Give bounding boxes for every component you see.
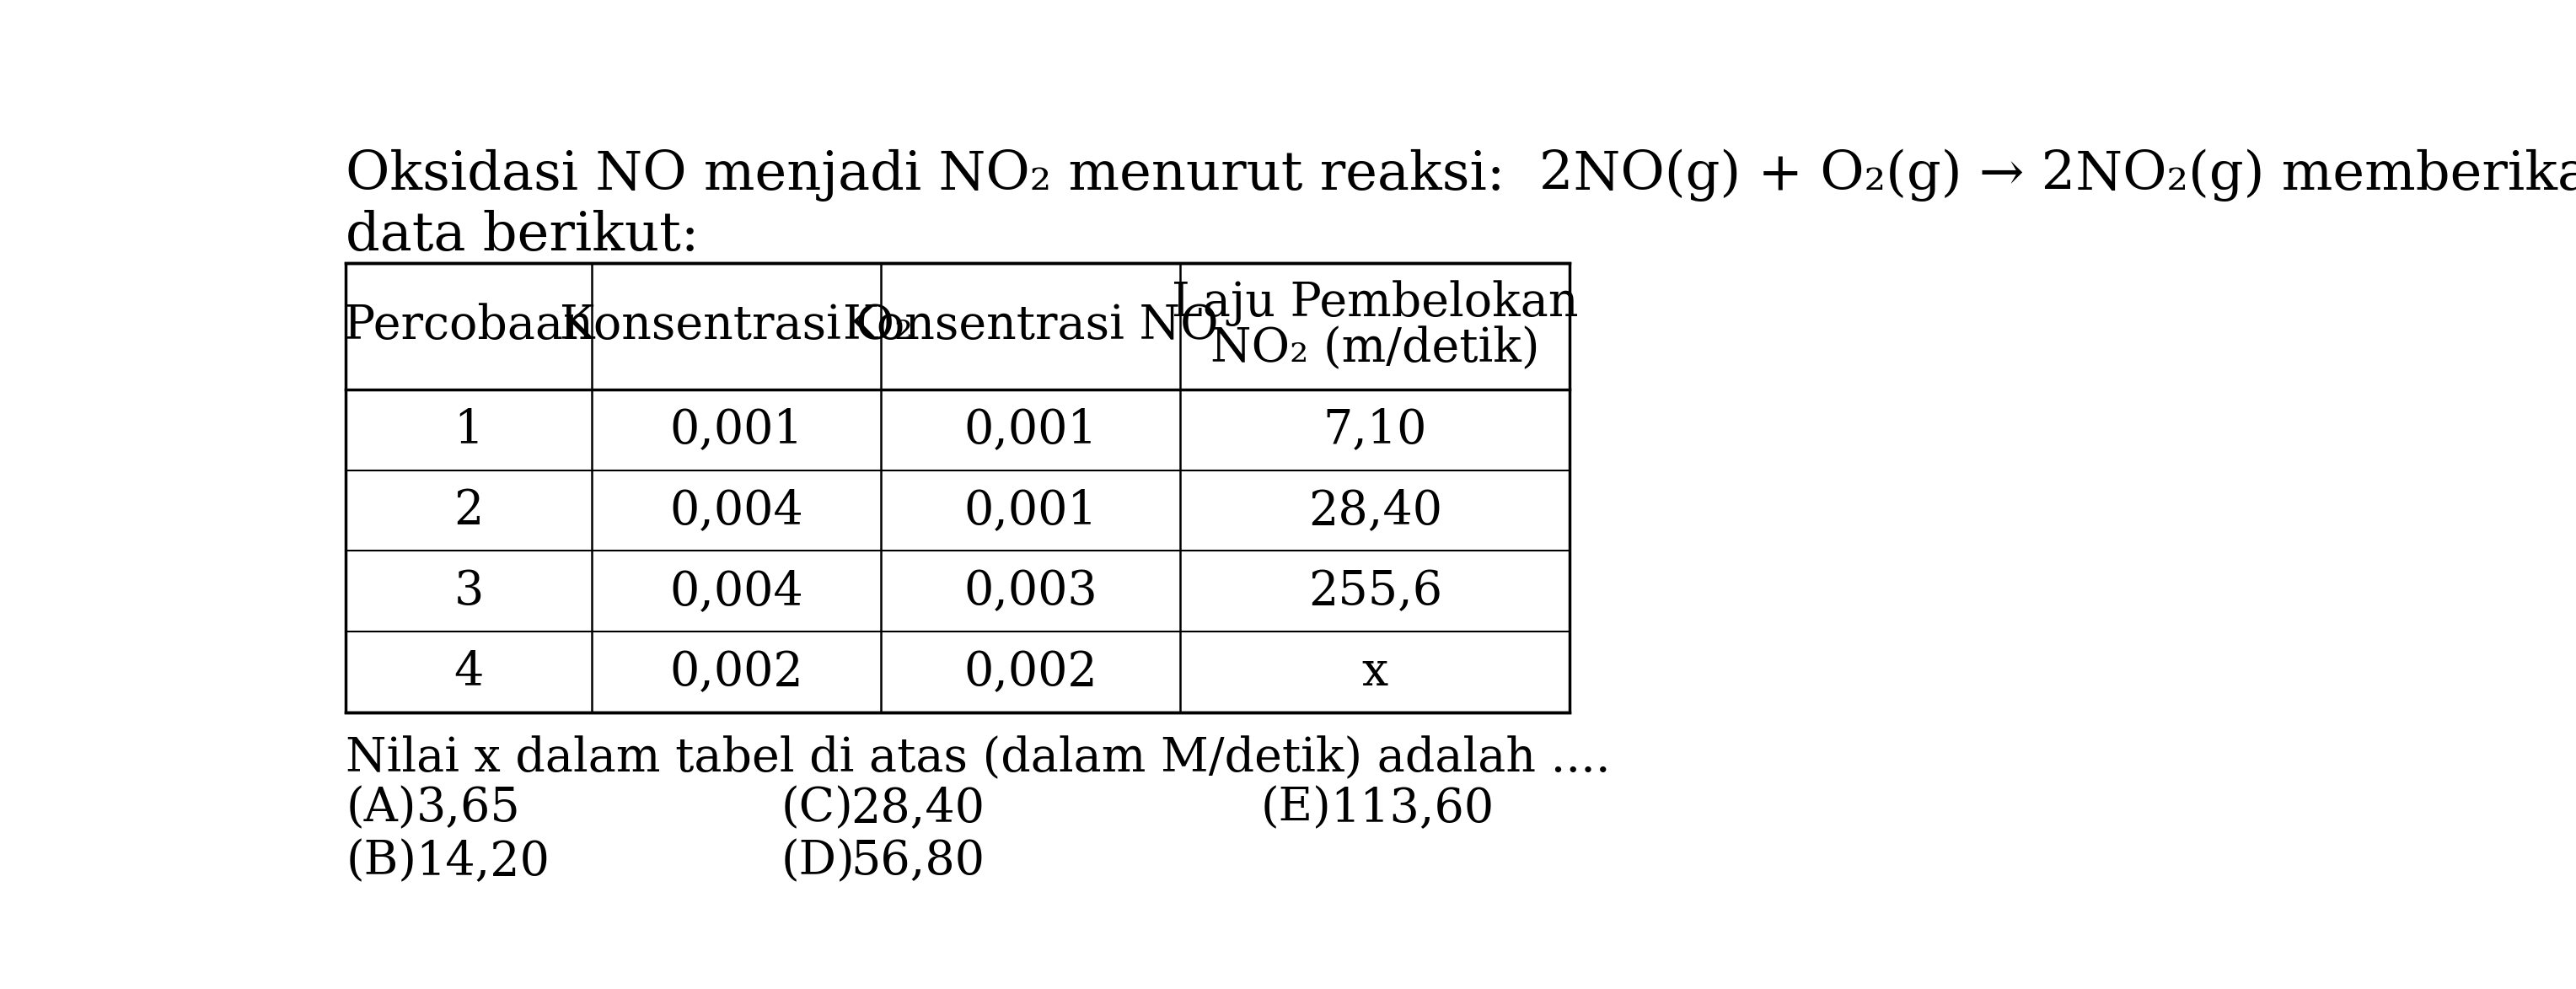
Text: 28,40: 28,40: [1309, 488, 1443, 533]
Text: x: x: [1363, 649, 1388, 695]
Text: 7,10: 7,10: [1324, 406, 1427, 453]
Text: 4: 4: [453, 649, 484, 695]
Text: 113,60: 113,60: [1329, 785, 1494, 831]
Text: 3: 3: [453, 569, 484, 614]
Text: data berikut:: data berikut:: [345, 210, 701, 261]
Text: NO₂ (m/detik): NO₂ (m/detik): [1211, 325, 1540, 372]
Text: Oksidasi NO menjadi NO₂ menurut reaksi:  2NO(g) + O₂(g) → 2NO₂(g) memberikan: Oksidasi NO menjadi NO₂ menurut reaksi: …: [345, 149, 2576, 202]
Text: 0,001: 0,001: [963, 488, 1097, 533]
Text: 0,001: 0,001: [963, 406, 1097, 453]
Text: (E): (E): [1260, 785, 1332, 831]
Text: 255,6: 255,6: [1309, 569, 1443, 614]
Bar: [345, 263, 1569, 713]
Text: (D): (D): [781, 839, 855, 884]
Text: 3,65: 3,65: [415, 785, 520, 831]
Text: 56,80: 56,80: [850, 839, 984, 884]
Text: Konsentrasi NO: Konsentrasi NO: [842, 304, 1218, 349]
Text: 14,20: 14,20: [415, 839, 549, 884]
Text: 1: 1: [453, 406, 484, 453]
Text: 0,003: 0,003: [963, 569, 1097, 614]
Text: 28,40: 28,40: [850, 785, 984, 831]
Text: 0,001: 0,001: [670, 406, 804, 453]
Text: 0,002: 0,002: [670, 649, 804, 695]
Text: Nilai x dalam tabel di atas (dalam M/detik) adalah ....: Nilai x dalam tabel di atas (dalam M/det…: [345, 736, 1610, 781]
Text: 0,004: 0,004: [670, 569, 804, 614]
Text: (C): (C): [781, 785, 853, 831]
Text: 0,004: 0,004: [670, 488, 804, 533]
Text: (B): (B): [345, 839, 417, 884]
Text: 2: 2: [453, 488, 484, 533]
Text: Percobaan: Percobaan: [345, 304, 592, 349]
Text: 0,002: 0,002: [963, 649, 1097, 695]
Text: Laju Pembelokan: Laju Pembelokan: [1172, 281, 1579, 326]
Text: Konsentrasi O₂: Konsentrasi O₂: [559, 304, 912, 349]
Text: (A): (A): [345, 785, 417, 831]
